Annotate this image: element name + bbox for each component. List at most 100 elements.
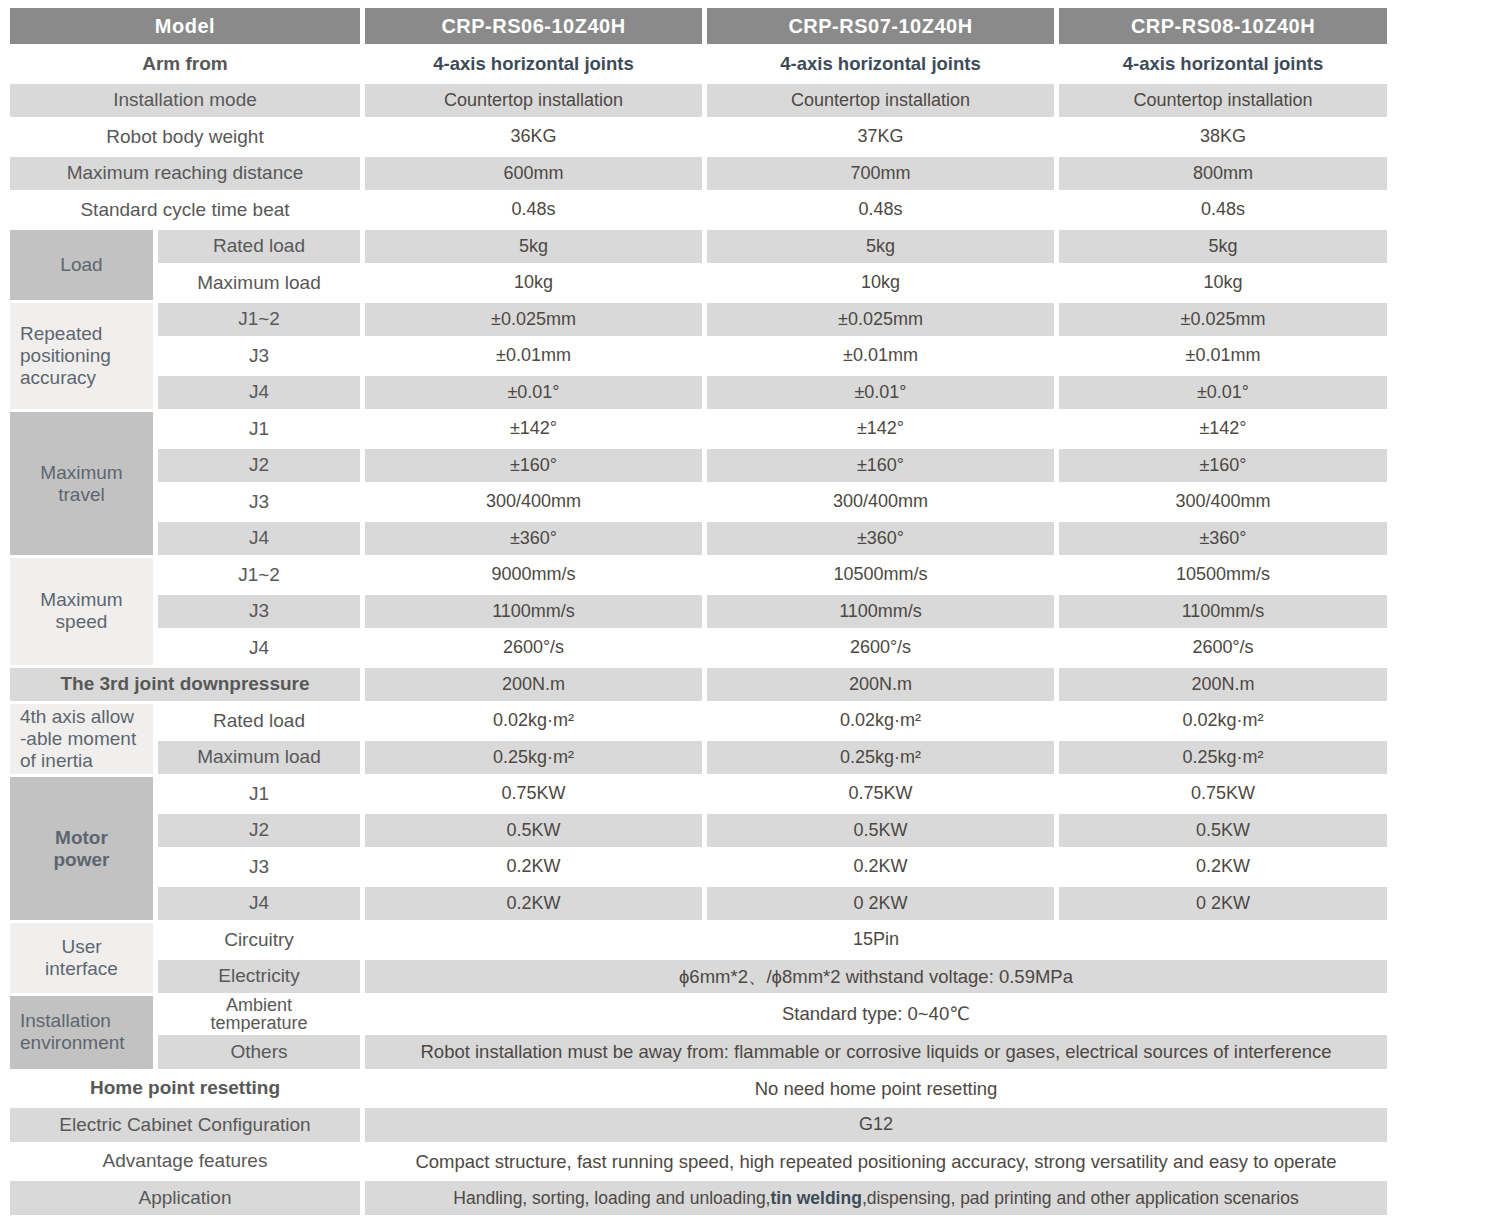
spec-value: 0.48s <box>707 193 1059 230</box>
spec-value: 0 2KW <box>1059 887 1392 924</box>
sub-label: J1 <box>158 777 365 814</box>
spec-value: 0.25kg·m² <box>1059 741 1392 778</box>
sub-label: J3 <box>158 485 365 522</box>
spec-value: 200N.m <box>1059 668 1392 705</box>
sub-label: Maximum load <box>158 741 365 778</box>
group-label-travel: Maximum travel <box>10 412 158 558</box>
spec-value: 0.5KW <box>1059 814 1392 851</box>
row-ambient-temperature: Installation environment Ambient tempera… <box>10 996 1392 1035</box>
row-accuracy-j4: J4 ±0.01° ±0.01° ±0.01° <box>10 376 1392 413</box>
sub-label: Maximum load <box>158 266 365 303</box>
spec-value: ±142° <box>365 412 707 449</box>
spec-value: 10500mm/s <box>1059 558 1392 595</box>
sub-label: Electricity <box>158 960 365 997</box>
row-cycle-time: Standard cycle time beat 0.48s 0.48s 0.4… <box>10 193 1392 230</box>
sub-label: J4 <box>158 631 365 668</box>
spec-value: 2600°/s <box>707 631 1059 668</box>
application-text-post: ,dispensing, pad printing and other appl… <box>862 1188 1299 1208</box>
row-label: Advantage features <box>10 1145 365 1182</box>
sub-label: J4 <box>158 522 365 559</box>
group-label-user-interface: User interface <box>10 923 158 996</box>
spec-value: 0.02kg·m² <box>707 704 1059 741</box>
group-label-accuracy: Repeated positioning accuracy <box>10 303 158 413</box>
sub-label: J1 <box>158 412 365 449</box>
spec-value: 4-axis horizontal joints <box>1059 47 1392 84</box>
spec-value: ±160° <box>707 449 1059 486</box>
row-speed-j4: J4 2600°/s 2600°/s 2600°/s <box>10 631 1392 668</box>
spec-value: 10kg <box>365 266 707 303</box>
spec-value: 9000mm/s <box>365 558 707 595</box>
spec-value: Countertop installation <box>707 84 1059 121</box>
spec-value: ±0.01mm <box>365 339 707 376</box>
spec-value: 0.5KW <box>707 814 1059 851</box>
row-label: Maximum reaching distance <box>10 157 365 194</box>
spec-value: 300/400mm <box>707 485 1059 522</box>
spec-value: Countertop installation <box>365 84 707 121</box>
spec-value: ±360° <box>365 522 707 559</box>
spec-value: Countertop installation <box>1059 84 1392 121</box>
spec-value: 10500mm/s <box>707 558 1059 595</box>
spec-value-merged: 15Pin <box>365 923 1392 960</box>
spec-value: 0.48s <box>1059 193 1392 230</box>
spec-value: 0.5KW <box>365 814 707 851</box>
spec-value-merged: ϕ6mm*2、/ϕ8mm*2 withstand voltage: 0.59MP… <box>365 960 1392 997</box>
spec-value: 2600°/s <box>365 631 707 668</box>
spec-value: 5kg <box>365 230 707 267</box>
spec-value: 1100mm/s <box>707 595 1059 632</box>
row-cabinet: Electric Cabinet Configuration G12 <box>10 1108 1392 1145</box>
sub-label: J1~2 <box>158 558 365 595</box>
spec-value: 800mm <box>1059 157 1392 194</box>
row-load-maximum: Maximum load 10kg 10kg 10kg <box>10 266 1392 303</box>
row-label: Arm from <box>10 47 365 84</box>
spec-value: ±0.01° <box>365 376 707 413</box>
row-inertia-maximum: Maximum load 0.25kg·m² 0.25kg·m² 0.25kg·… <box>10 741 1392 778</box>
spec-value: ±142° <box>1059 412 1392 449</box>
row-inertia-rated: 4th axis allow -able moment of inertia R… <box>10 704 1392 741</box>
spec-value: 0.75KW <box>1059 777 1392 814</box>
spec-value-merged: Handling, sorting, loading and unloading… <box>365 1181 1392 1218</box>
row-arm-from: Arm from 4-axis horizontal joints 4-axis… <box>10 47 1392 84</box>
sub-label: Ambient temperature <box>158 996 365 1035</box>
spec-value: 700mm <box>707 157 1059 194</box>
spec-value: ±0.01° <box>1059 376 1392 413</box>
row-motor-j4: J4 0.2KW 0 2KW 0 2KW <box>10 887 1392 924</box>
row-downpressure: The 3rd joint downpressure 200N.m 200N.m… <box>10 668 1392 705</box>
model-name-3: CRP-RS08-10Z40H <box>1059 8 1392 47</box>
sub-label: J3 <box>158 595 365 632</box>
row-accuracy-j3: J3 ±0.01mm ±0.01mm ±0.01mm <box>10 339 1392 376</box>
sub-label: J3 <box>158 850 365 887</box>
spec-value: ±0.01mm <box>1059 339 1392 376</box>
row-others: Others Robot installation must be away f… <box>10 1035 1392 1072</box>
row-motor-j3: J3 0.2KW 0.2KW 0.2KW <box>10 850 1392 887</box>
row-travel-j4: J4 ±360° ±360° ±360° <box>10 522 1392 559</box>
model-name-2: CRP-RS07-10Z40H <box>707 8 1059 47</box>
row-accuracy-j12: Repeated positioning accuracy J1~2 ±0.02… <box>10 303 1392 340</box>
spec-value-merged: G12 <box>365 1108 1392 1145</box>
spec-value: 38KG <box>1059 120 1392 157</box>
spec-value: 1100mm/s <box>1059 595 1392 632</box>
spec-value: 5kg <box>1059 230 1392 267</box>
spec-value: 4-axis horizontal joints <box>707 47 1059 84</box>
model-name-1: CRP-RS06-10Z40H <box>365 8 707 47</box>
sub-label: Rated load <box>158 230 365 267</box>
row-electricity: Electricity ϕ6mm*2、/ϕ8mm*2 withstand vol… <box>10 960 1392 997</box>
sub-label: J2 <box>158 814 365 851</box>
row-label: Home point resetting <box>10 1072 365 1109</box>
row-home-reset: Home point resetting No need home point … <box>10 1072 1392 1109</box>
row-travel-j3: J3 300/400mm 300/400mm 300/400mm <box>10 485 1392 522</box>
spec-value: 10kg <box>707 266 1059 303</box>
spec-value: 0.2KW <box>707 850 1059 887</box>
sub-label: J3 <box>158 339 365 376</box>
row-travel-j1: Maximum travel J1 ±142° ±142° ±142° <box>10 412 1392 449</box>
row-max-reach: Maximum reaching distance 600mm 700mm 80… <box>10 157 1392 194</box>
spec-value: 0.02kg·m² <box>1059 704 1392 741</box>
spec-value: 0.25kg·m² <box>365 741 707 778</box>
application-text-bold: tin welding <box>770 1188 861 1208</box>
spec-value: ±160° <box>365 449 707 486</box>
spec-value: ±360° <box>1059 522 1392 559</box>
group-label-environment: Installation environment <box>10 996 158 1072</box>
spec-value: ±360° <box>707 522 1059 559</box>
group-label-speed: Maximum speed <box>10 558 158 668</box>
row-speed-j12: Maximum speed J1~2 9000mm/s 10500mm/s 10… <box>10 558 1392 595</box>
spec-value: 5kg <box>707 230 1059 267</box>
